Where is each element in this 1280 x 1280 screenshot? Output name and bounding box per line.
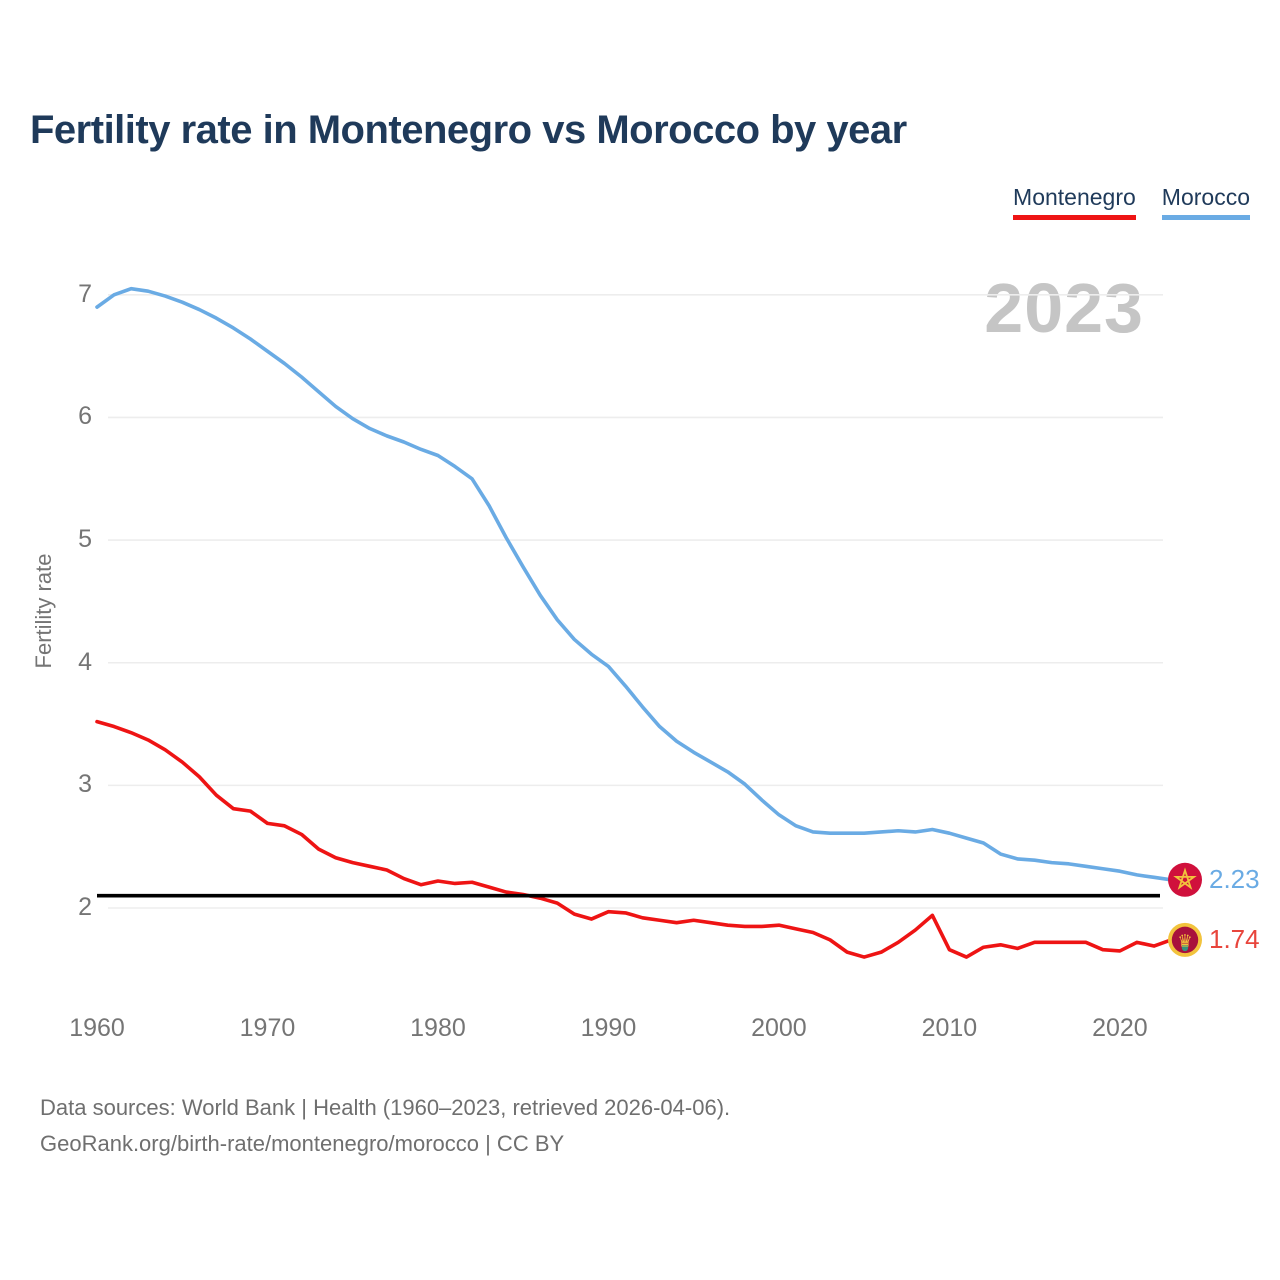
legend-item-montenegro[interactable]: Montenegro	[1013, 184, 1136, 220]
x-tick-label: 1960	[69, 1014, 125, 1042]
morocco-series-swatch	[1161, 215, 1250, 220]
legend-label-montenegro: Montenegro	[1013, 184, 1136, 210]
y-tick-label: 5	[78, 525, 92, 554]
x-tick-label: 2020	[1092, 1014, 1148, 1042]
morocco-line[interactable]	[95, 286, 1173, 882]
x-tick-label: 2010	[921, 1014, 978, 1042]
montenegro-series-swatch	[1013, 215, 1136, 220]
legend-label-morocco: Morocco	[1161, 184, 1250, 210]
montenegro-end-value: 1.74	[1209, 923, 1260, 954]
y-tick-label: 3	[78, 770, 92, 799]
gridlines	[108, 294, 1163, 909]
crown-glyph: ♛	[1177, 931, 1192, 951]
footer: Data sources: World Bank | Health (1960–…	[40, 1090, 730, 1162]
footer-source-line: Data sources: World Bank | Health (1960–…	[40, 1095, 731, 1120]
x-tick-label: 1990	[580, 1014, 637, 1042]
x-tick-label: 2000	[751, 1014, 807, 1042]
chart-title: Fertility rate in Montenegro vs Morocco …	[30, 108, 907, 152]
y-tick-label: 2	[78, 893, 92, 921]
y-tick-label: 7	[78, 279, 92, 308]
legend-item-morocco[interactable]: Morocco	[1161, 184, 1250, 220]
x-tick-label: 1970	[239, 1014, 296, 1042]
x-tick-label: 1980	[410, 1014, 466, 1042]
series-lines	[95, 286, 1173, 959]
legend: Montenegro Morocco	[1013, 184, 1250, 220]
morocco-flag-icon	[1168, 862, 1202, 897]
y-tick-label: 4	[78, 647, 92, 676]
year-watermark: 2023	[984, 269, 1144, 347]
footer-link-line: GeoRank.org/birth-rate/montenegro/morocc…	[40, 1131, 565, 1156]
morocco-end-value: 2.23	[1209, 863, 1260, 894]
y-tick-label: 6	[78, 402, 92, 431]
montenegro-line[interactable]	[95, 719, 1173, 959]
montenegro-flag-icon: ♛	[1168, 922, 1202, 957]
end-flag-badges: ♛	[1168, 862, 1202, 957]
